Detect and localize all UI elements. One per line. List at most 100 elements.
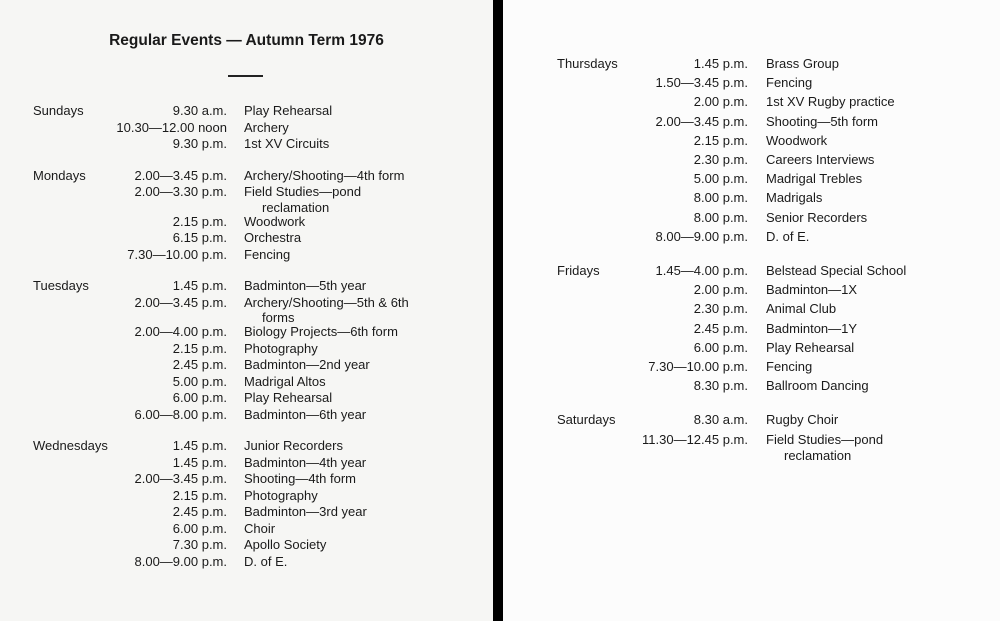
event-name: Badminton—1X [766, 282, 858, 298]
event-time: 7.30—10.00 p.m. [127, 246, 227, 262]
page-gutter [493, 0, 503, 621]
event-name-wrap: Badminton—5th year [244, 278, 366, 295]
event-row: 2.15 p.m. Woodwork [557, 131, 857, 150]
event-time: 2.00—3.45 p.m. [655, 113, 749, 129]
event-name-wrap: Madrigal Altos [244, 374, 333, 391]
day-label: Mondays [33, 167, 86, 183]
event-name-wrap: Biology Projects—6th form [244, 324, 398, 341]
event-name-wrap: Archery/Shooting—5th & 6th forms [244, 295, 409, 325]
event-time: 2.30 p.m. [693, 152, 748, 168]
event-row: 6.00—8.00 p.m. Badminton—6th year [33, 407, 367, 424]
day-group-saturdays: Saturdays 8.30 a.m. Rugby Choir 11.30—12.45… [557, 410, 883, 463]
event-row: 10.30—12.00 noon Archery [33, 120, 333, 137]
event-name-wrap: Photography [244, 488, 333, 505]
event-name-wrap: Field Studies—pond reclamation [766, 430, 883, 463]
event-row: 6.00 p.m. Choir [33, 521, 333, 538]
event-name-wrap: Badminton—2nd year [244, 357, 370, 374]
event-name: Madrigal Trebles [766, 171, 863, 187]
event-time: 1.45—4.00 p.m. [655, 263, 749, 279]
event-name-wrap: Badminton—6th year [244, 407, 366, 424]
event-time: 8.30 p.m. [693, 378, 748, 394]
event-name: 1st XV Circuits [244, 136, 330, 151]
event-name-wrap: D. of E. [766, 227, 857, 246]
event-name-wrap: Ballroom Dancing [766, 376, 869, 395]
day-group-wednesdays: Wednesdays 1.45 p.m. Junior Recorders 1.45 … [33, 438, 367, 571]
event-name: Fencing [244, 246, 291, 262]
event-name: Junior Recorders [244, 438, 343, 453]
event-time: 2.00—3.45 p.m. [134, 167, 228, 183]
event-name-wrap: Woodwork [766, 131, 857, 150]
event-name-wrap: 1st XV Rugby practice [766, 92, 895, 111]
day-label: Fridays [557, 263, 600, 279]
event-name-wrap: Photography [244, 341, 333, 358]
event-name-wrap: Woodwork [244, 214, 333, 231]
event-name: Ballroom Dancing [766, 378, 869, 394]
event-name-wrap: Play Rehearsal [766, 338, 857, 357]
event-name-wrap: Badminton—1X [766, 280, 857, 299]
event-row: 6.00 p.m. Play Rehearsal [33, 390, 333, 407]
event-name: Biology Projects—6th form [244, 324, 398, 339]
event-name-wrap: Apollo Society [244, 537, 333, 554]
event-row: 2.00—3.45 p.m. Shooting—5th form [557, 112, 879, 131]
event-row: 2.15 p.m. Photography [33, 488, 333, 505]
event-row: 5.00 p.m. Madrigal Altos [33, 374, 333, 391]
event-name: Photography [244, 487, 318, 503]
event-row: 8.00—9.00 p.m. D. of E. [33, 554, 333, 571]
day-label: Saturdays [557, 412, 616, 428]
right-page [503, 0, 1000, 621]
event-time: 2.00 p.m. [693, 282, 748, 298]
event-row: 2.15 p.m. Photography [33, 341, 333, 358]
event-row: Tuesdays 1.45 p.m. Badminton—5th year [33, 278, 366, 295]
event-name-wrap: Archery/Shooting—4th form [244, 168, 404, 185]
event-row: 6.00 p.m. Play Rehearsal [557, 338, 857, 357]
event-time: 8.00—9.00 p.m. [655, 228, 749, 244]
event-row: 2.30 p.m. Animal Club [557, 299, 857, 318]
event-row: 9.30 p.m. 1st XV Circuits [33, 136, 333, 153]
event-name: Madrigals [766, 190, 823, 206]
event-name: Rugby Choir [766, 412, 839, 428]
event-row: 8.30 p.m. Ballroom Dancing [557, 376, 869, 395]
event-name: Badminton—3rd year [244, 504, 367, 519]
right-schedule: Thursdays 1.45 p.m. Brass Group 1.50—3.45 p… [557, 54, 906, 477]
day-group-sundays: Sundays 9.30 a.m. Play Rehearsal 10.30—12.0… [33, 103, 333, 153]
event-row: 2.30 p.m. Careers Interviews [557, 150, 875, 169]
event-time: 11.30—12.45 p.m. [642, 431, 748, 447]
event-name: Orchestra [244, 230, 302, 245]
event-name-continuation: reclamation [784, 447, 852, 463]
day-label: Tuesdays [33, 278, 89, 293]
event-row: 1.45 p.m. Badminton—4th year [33, 455, 366, 472]
page-title: Regular Events — Autumn Term 1976 [109, 32, 384, 49]
left-page: Regular Events — Autumn Term 1976 Sunday… [0, 0, 493, 621]
event-name: Woodwork [766, 132, 828, 148]
event-name: Careers Interviews [766, 152, 875, 168]
day-group-thursdays: Thursdays 1.45 p.m. Brass Group 1.50—3.45 p… [557, 54, 895, 246]
event-name-wrap: Field Studies—pond reclamation [244, 184, 361, 214]
event-row: 2.00 p.m. 1st XV Rugby practice [557, 92, 895, 111]
event-name-wrap: Shooting—5th form [766, 112, 878, 131]
event-time: 1.50—3.45 p.m. [655, 75, 749, 91]
event-row: 8.00 p.m. Madrigals [557, 188, 857, 207]
event-name: Brass Group [766, 56, 839, 71]
event-row: Saturdays 8.30 a.m. Rugby Choir [557, 410, 857, 429]
day-group-tuesdays: Tuesdays 1.45 p.m. Badminton—5th year 2.00—… [33, 278, 409, 424]
event-time: 2.45 p.m. [172, 357, 227, 372]
event-time: 8.00 p.m. [693, 190, 748, 206]
event-name: Fencing [766, 359, 813, 375]
event-name-wrap: Belstead Special School [766, 261, 906, 280]
event-name: Madrigal Altos [244, 373, 326, 389]
event-row: 8.00—9.00 p.m. D. of E. [557, 227, 857, 246]
event-row: 6.15 p.m. Orchestra [33, 230, 333, 247]
event-name-wrap: Brass Group [766, 54, 857, 73]
event-row: 5.00 p.m. Madrigal Trebles [557, 169, 862, 188]
event-row: 7.30—10.00 p.m. Fencing [33, 247, 333, 264]
event-name: Animal Club [766, 301, 837, 317]
event-name-wrap: Archery [244, 120, 333, 137]
event-time: 2.00—3.45 p.m. [134, 471, 228, 486]
event-name-wrap: Rugby Choir [766, 410, 857, 429]
event-name: Choir [244, 520, 276, 536]
event-name-wrap: Senior Recorders [766, 208, 867, 227]
event-name: D. of E. [244, 553, 288, 569]
event-name: Belstead Special School [766, 263, 907, 279]
event-name-wrap: Madrigal Trebles [766, 169, 862, 188]
event-name: Fencing [766, 75, 813, 91]
